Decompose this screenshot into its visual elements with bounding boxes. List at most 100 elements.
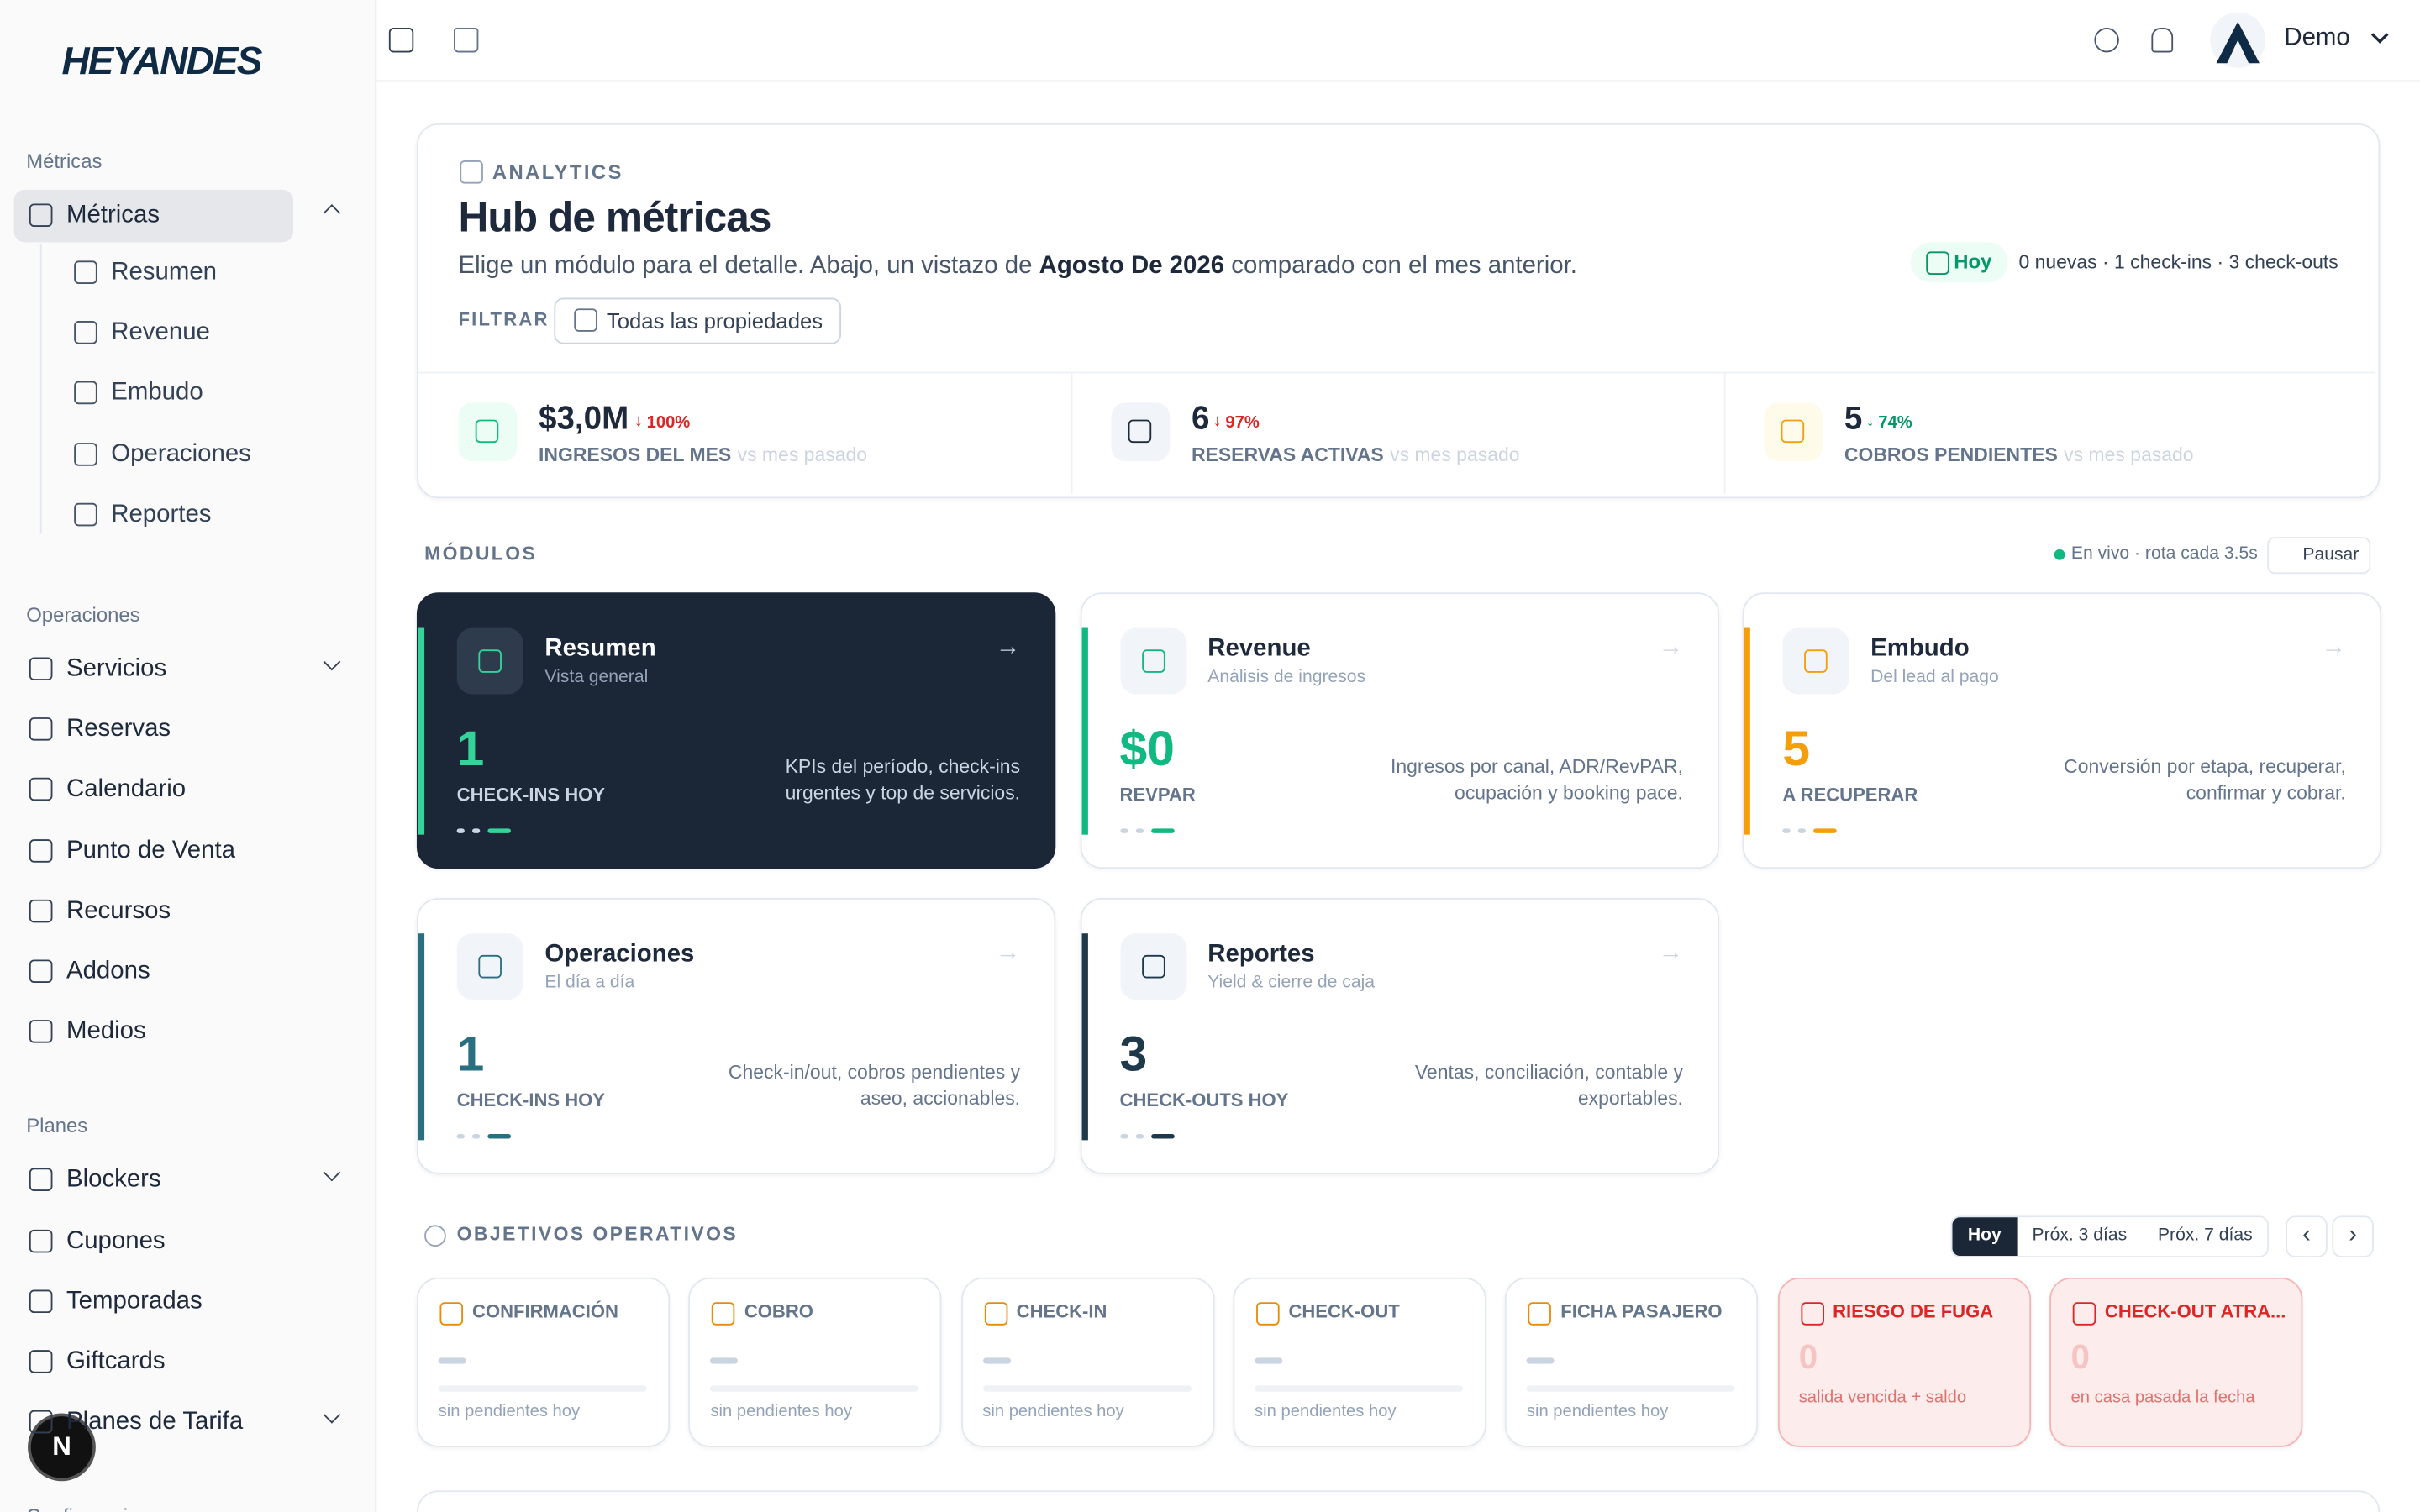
tab[interactable]: Próx. 7 días xyxy=(2157,1226,2253,1246)
tab[interactable]: Próx. 3 días xyxy=(2032,1226,2128,1246)
carousel-active xyxy=(487,1133,511,1139)
tabs: Hoy Próx. 3 días Próx. 7 días xyxy=(1950,1215,2270,1257)
objective-note: sin pendientes hoy xyxy=(710,1402,852,1421)
objective-icon xyxy=(1528,1302,1552,1326)
module-metric: CHECK-INS HOY xyxy=(456,1089,606,1111)
objective-label: CONFIRMACIÓN xyxy=(472,1300,618,1323)
objective-card[interactable]: FICHA PASAJERO sin pendientes hoy xyxy=(1505,1277,1759,1447)
objective-progress xyxy=(1255,1385,1464,1392)
module-arrow[interactable]: → xyxy=(1658,633,1683,661)
filter-button[interactable]: Todas las propiedades xyxy=(554,297,842,344)
objective-card[interactable]: CHECK-IN sin pendientes hoy xyxy=(960,1277,1214,1447)
kpi-value: 5 xyxy=(1844,401,1863,437)
nav-item[interactable]: Servicios xyxy=(66,655,167,682)
icon xyxy=(1926,251,1949,275)
nav-subitem[interactable]: Operaciones xyxy=(111,440,251,467)
module-card[interactable]: Operaciones El día a día → 1 CHECK-INS HOY Ch… xyxy=(416,897,1056,1174)
objective-card[interactable]: CHECK-OUT ATRA... 0 en casa pasada la fech… xyxy=(2049,1277,2303,1447)
carousel-active xyxy=(1813,828,1837,833)
module-arrow[interactable]: → xyxy=(1658,939,1683,966)
kpi-compare: vs mes pasado xyxy=(2064,444,2194,466)
kpi-divider xyxy=(418,371,2375,374)
nav-item[interactable]: Temporadas xyxy=(66,1288,203,1315)
module-card[interactable]: Revenue Análisis de ingresos → $0 REVPAR Ingr… xyxy=(1079,592,1719,869)
kpi-compare: vs mes pasado xyxy=(737,444,868,466)
carousel-dots xyxy=(456,828,465,833)
next-button[interactable]: › xyxy=(2332,1215,2374,1257)
nav-subitem[interactable]: Embudo xyxy=(111,380,203,407)
module-subtitle: Yield & cierre de caja xyxy=(1207,973,1376,993)
carousel-dots xyxy=(1119,1133,1128,1139)
module-icon-glyph xyxy=(1141,649,1165,673)
nav-item-active[interactable] xyxy=(13,189,293,243)
module-card[interactable]: Reportes Yield & cierre de caja → 3 CHECK-OU… xyxy=(1079,897,1719,1174)
objective-placeholder xyxy=(1255,1357,1283,1364)
pause-button[interactable]: Pausar xyxy=(2267,537,2372,575)
user-menu-chevron[interactable] xyxy=(2369,31,2391,46)
prev-button[interactable]: ‹ xyxy=(2286,1215,2328,1257)
nav-subitem[interactable]: Resumen xyxy=(111,259,218,286)
tab[interactable]: Hoy xyxy=(1952,1217,2018,1257)
objective-progress xyxy=(710,1385,919,1392)
module-title: Reportes xyxy=(1207,941,1315,968)
module-arrow[interactable]: → xyxy=(2321,633,2346,661)
link-button[interactable] xyxy=(2094,28,2119,53)
nav-item[interactable]: Punto de Venta xyxy=(66,837,235,864)
objective-note: en casa pasada la fecha xyxy=(2070,1389,2255,1408)
nav-subitem[interactable]: Revenue xyxy=(111,319,210,346)
today-badge[interactable]: Hoy xyxy=(1910,242,2007,283)
module-card[interactable]: Embudo Del lead al pago → 5 A RECUPERAR Conve… xyxy=(1742,592,2382,869)
user-avatar[interactable] xyxy=(2210,12,2266,68)
module-metric: REVPAR xyxy=(1119,784,1196,806)
kpi-divider xyxy=(1071,373,1073,494)
section-title: Planes xyxy=(26,1114,88,1138)
topbar xyxy=(376,0,2420,82)
module-description: KPIs del período, check-ins urgentes y t… xyxy=(785,755,1021,804)
objective-card[interactable]: CONFIRMACIÓN sin pendientes hoy xyxy=(416,1277,671,1447)
notifications[interactable] xyxy=(2151,28,2174,53)
objective-icon xyxy=(1255,1302,1280,1326)
module-accent xyxy=(418,933,425,1141)
nav-item[interactable]: Métricas xyxy=(66,202,160,228)
carousel-active xyxy=(487,828,511,833)
module-arrow[interactable]: → xyxy=(995,939,1021,966)
subtitle: Elige un módulo para el detalle. Abajo, … xyxy=(459,253,1577,281)
objective-label: FICHA PASAJERO xyxy=(1560,1300,1723,1323)
nav-item[interactable]: Giftcards xyxy=(66,1348,166,1375)
icon xyxy=(74,260,97,284)
avatar-badge[interactable]: N xyxy=(30,1416,93,1478)
nav-item[interactable]: Calendario xyxy=(66,776,187,803)
logo[interactable]: HEYANDES xyxy=(61,39,262,84)
subtitle-part: comparado con el mes anterior. xyxy=(1231,253,1577,280)
home-button[interactable] xyxy=(453,28,479,53)
nav-item[interactable]: Blockers xyxy=(66,1167,161,1194)
nav-item[interactable]: Reservas xyxy=(66,716,171,743)
icon xyxy=(1128,419,1152,444)
today-summary: 0 nuevas · 1 check-ins · 3 check-outs xyxy=(2018,251,2338,274)
kpi-label: RESERVAS ACTIVAS vs mes pasado xyxy=(1191,444,1520,466)
module-icon-glyph xyxy=(1141,954,1165,979)
nav-item[interactable]: Addons xyxy=(66,958,150,984)
module-title: Revenue xyxy=(1207,635,1311,662)
icon xyxy=(29,1229,53,1252)
module-accent xyxy=(1081,933,1087,1141)
module-arrow[interactable]: → xyxy=(995,633,1021,661)
nav-item[interactable]: Planes de Tarifa xyxy=(66,1409,244,1436)
module-value: 5 xyxy=(1782,720,1811,776)
module-card[interactable]: Resumen Vista general → 1 CHECK-INS HOY KPIs … xyxy=(416,592,1056,869)
module-icon-glyph xyxy=(478,649,502,673)
nav-item[interactable]: Medios xyxy=(66,1018,146,1045)
objective-card[interactable]: RIESGO DE FUGA 0 salida vencida + saldo xyxy=(1776,1277,2031,1447)
objective-card[interactable]: CHECK-OUT sin pendientes hoy xyxy=(1233,1277,1486,1447)
module-icon xyxy=(456,627,523,695)
nav-item[interactable]: Cupones xyxy=(66,1227,166,1254)
module-accent xyxy=(418,627,425,835)
objective-card[interactable]: COBRO sin pendientes hoy xyxy=(688,1277,942,1447)
toggle-sidebar[interactable] xyxy=(388,28,414,53)
nav-item[interactable]: Recursos xyxy=(66,897,171,924)
icon xyxy=(29,1289,53,1313)
user-name[interactable]: Demo xyxy=(2284,24,2350,51)
nav-subitem[interactable]: Reportes xyxy=(111,501,212,528)
